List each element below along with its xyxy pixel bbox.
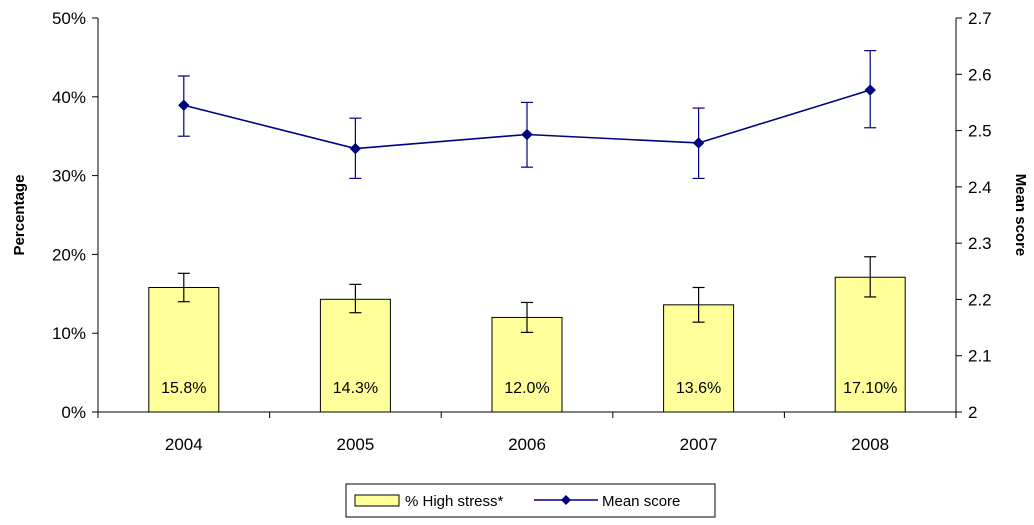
x-tick-label: 2008 [851,435,889,454]
y2-tick-label: 2.6 [968,65,992,84]
bar [319,298,391,413]
y2-axis-title: Mean score [1012,174,1029,257]
mean-score-point [692,137,705,149]
y-tick-label: 40% [52,88,86,107]
bar-data-label: 17.10% [843,380,897,397]
legend-swatch-high-stress [354,494,400,507]
x-tick-label: 2005 [336,435,374,454]
mean-score-point [178,99,190,111]
y2-tick-label: 2 [968,403,977,422]
x-tick-label: 2007 [680,435,718,454]
mean-score-point [521,128,533,141]
y2-tick-label: 2.2 [968,290,992,309]
bar-data-label: 13.6% [676,380,721,397]
y2-tick-label: 2.5 [968,122,992,141]
legend-marker-mean-score [561,495,571,505]
y2-tick-label: 2.4 [968,178,992,197]
plot-area: 0% 10% 20% 30% 40% 50% 2 2.1 2.2 2.3 2.4 2.5 2.6 2.7 2… [52,9,992,454]
bar-data-label: 12.0% [504,380,549,397]
x-tick-label: 2006 [508,435,546,454]
y-axis-title: Percentage [11,175,28,256]
x-tick-label: 2004 [165,435,203,454]
y-tick-label: 10% [52,324,86,343]
legend-label-high-stress: % High stress* [405,493,504,510]
legend-label-mean-score: Mean score [602,493,680,510]
y2-tick-label: 2.1 [968,347,992,366]
bar [148,286,220,413]
bar [834,276,906,413]
y-tick-label: 0% [61,403,86,422]
y2-tick-label: 2.7 [968,9,992,28]
mean-score-point [349,142,362,155]
mean-score-point [864,84,876,96]
bar [491,316,563,413]
bar-data-label: 14.3% [333,380,378,397]
y-tick-label: 20% [52,245,86,264]
y2-tick-label: 2.3 [968,234,992,253]
legend: % High stress* Mean score [345,483,716,518]
legend-box [345,483,716,518]
y-tick-label: 50% [52,9,86,28]
y-tick-label: 30% [52,167,86,186]
bar-data-label: 15.8% [161,380,206,397]
